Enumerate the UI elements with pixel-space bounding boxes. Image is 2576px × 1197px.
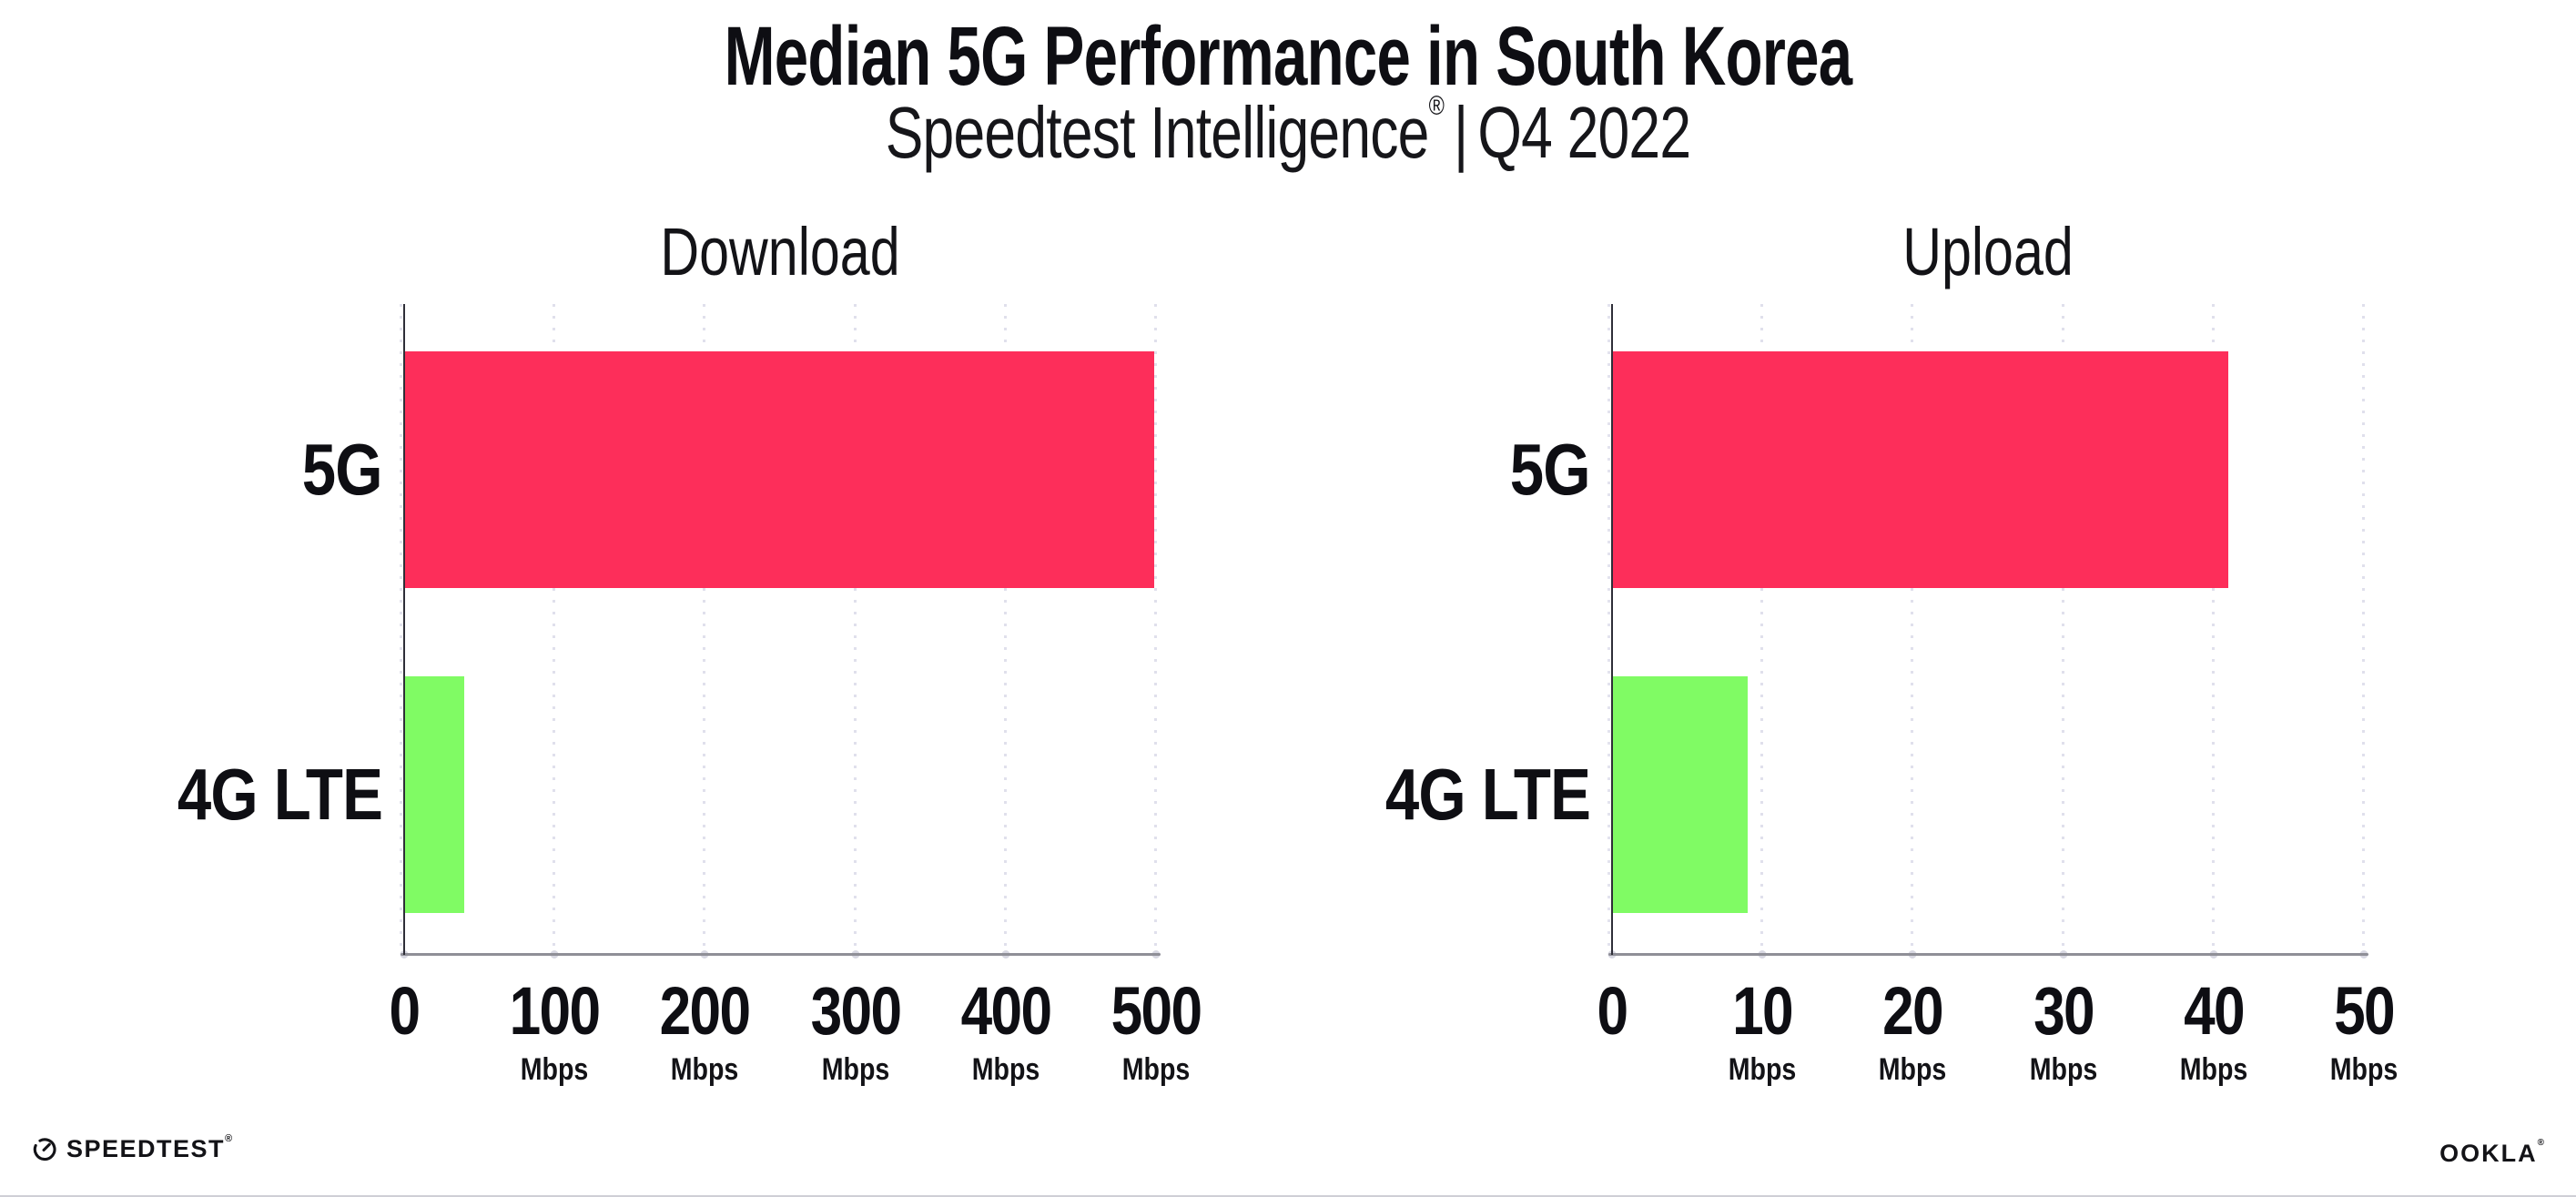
x-tick-value: 20 [1882, 973, 1943, 1049]
gridline-20 [1911, 304, 1914, 954]
download-chart-title: Download [660, 214, 900, 289]
speedtest-gauge-icon [33, 1138, 56, 1161]
x-axis-line [1608, 952, 2368, 956]
y-axis-label-4g-lte: 4G LTE [1384, 754, 1591, 836]
gridline-10 [1760, 304, 1764, 954]
x-tick-unit: Mbps [671, 1052, 739, 1087]
download-plot-area: 0 100 Mbps 200 Mbps 300 Mbps 400 Mbps 500 Mbps 5G 4G… [177, 304, 1202, 1085]
x-tick-label-50: 50 Mbps [2329, 973, 2399, 1087]
gridline-400 [1003, 304, 1007, 954]
x-tick-unit: Mbps [971, 1052, 1040, 1087]
speedtest-wordmark: SPEEDTEST® [66, 1133, 234, 1162]
subtitle-divider: | [1453, 92, 1468, 173]
x-tick-unit: Mbps [520, 1052, 589, 1087]
x-tick-value: 30 [2033, 973, 2094, 1049]
gridline-200 [703, 304, 706, 954]
gridline-100 [553, 304, 556, 954]
upload-chart-title: Upload [1902, 214, 2074, 289]
upload-chart: Upload 0 10 Mbps 20 Mbps 30 Mbps 40 Mbps 50 Mbps 5G… [1385, 214, 2399, 1085]
x-tick-value: 300 [810, 973, 901, 1049]
ookla-wordmark: OOKLA [2439, 1140, 2538, 1167]
x-tick-unit: Mbps [2029, 1052, 2097, 1087]
x-tick-unit: Mbps [2179, 1052, 2248, 1087]
gridline-40 [2211, 304, 2215, 954]
page-title: Median 5G Performance in South Korea [724, 10, 1853, 103]
bar-4g-lte [404, 676, 465, 913]
ookla-logo: OOKLA® [2439, 1138, 2546, 1168]
bar-5g [1612, 351, 2229, 588]
bottom-border-line [0, 1195, 2576, 1197]
x-tick-label-200: 200 Mbps [660, 973, 751, 1087]
x-tick-label-10: 10 Mbps [1728, 973, 1797, 1087]
x-tick-label-400: 400 Mbps [960, 973, 1051, 1087]
x-tick-value: 200 [660, 973, 751, 1049]
x-tick-value: 0 [1597, 973, 1629, 1049]
upload-plot-area: 0 10 Mbps 20 Mbps 30 Mbps 40 Mbps 50 Mbps 5G 4G LTE [1385, 304, 2398, 1085]
x-tick-label-500: 500 Mbps [1111, 973, 1202, 1087]
bar-5g [404, 351, 1155, 588]
y-axis-label-4g-lte: 4G LTE [177, 754, 383, 836]
x-tick-label-100: 100 Mbps [509, 973, 601, 1087]
x-tick-label-30: 30 Mbps [2029, 973, 2097, 1087]
x-tick-unit: Mbps [821, 1052, 889, 1087]
speedtest-logo: SPEEDTEST® [30, 1133, 234, 1163]
x-tick-value: 100 [509, 973, 601, 1049]
gridline-300 [853, 304, 857, 954]
gridline-30 [2061, 304, 2064, 954]
subtitle: Speedtest Intelligence® | Q4 2022 [886, 91, 1691, 175]
x-tick-value: 400 [960, 973, 1051, 1049]
x-tick-label-40: 40 Mbps [2179, 973, 2248, 1087]
x-tick-label-0: 0 [1597, 973, 1629, 1049]
gridline-50 [2362, 304, 2365, 954]
x-tick-value: 50 [2334, 973, 2395, 1049]
x-tick-label-300: 300 Mbps [810, 973, 901, 1087]
registered-trademark-icon: ® [1428, 91, 1445, 121]
x-tick-unit: Mbps [1728, 1052, 1797, 1087]
download-chart: Download 0 100 Mbps 200 Mbps 300 Mbps 400 Mbps 50… [177, 214, 1202, 1085]
x-tick-label-20: 20 Mbps [1879, 973, 1947, 1087]
gridline-0 [400, 304, 402, 954]
x-tick-unit: Mbps [2329, 1052, 2399, 1087]
x-tick-value: 0 [389, 973, 421, 1049]
gridline-0 [1607, 304, 1610, 954]
y-axis-label-5g: 5G [1510, 429, 1591, 511]
gridline-500 [1154, 304, 1157, 954]
registered-trademark-icon: ® [2537, 1138, 2546, 1148]
registered-trademark-icon: ® [225, 1133, 234, 1144]
x-tick-unit: Mbps [1121, 1052, 1191, 1087]
y-axis-line [403, 304, 405, 955]
x-tick-value: 10 [1732, 973, 1793, 1049]
x-tick-unit: Mbps [1879, 1052, 1947, 1087]
subtitle-period: Q4 2022 [1477, 92, 1691, 173]
x-tick-label-0: 0 [389, 973, 421, 1049]
y-axis-line [1611, 304, 1613, 955]
subtitle-brand: Speedtest Intelligence [885, 92, 1430, 173]
x-tick-value: 500 [1111, 973, 1202, 1049]
x-tick-value: 40 [2183, 973, 2245, 1049]
x-axis-line [401, 952, 1161, 956]
bar-4g-lte [1612, 676, 1748, 913]
y-axis-label-5g: 5G [302, 429, 383, 511]
